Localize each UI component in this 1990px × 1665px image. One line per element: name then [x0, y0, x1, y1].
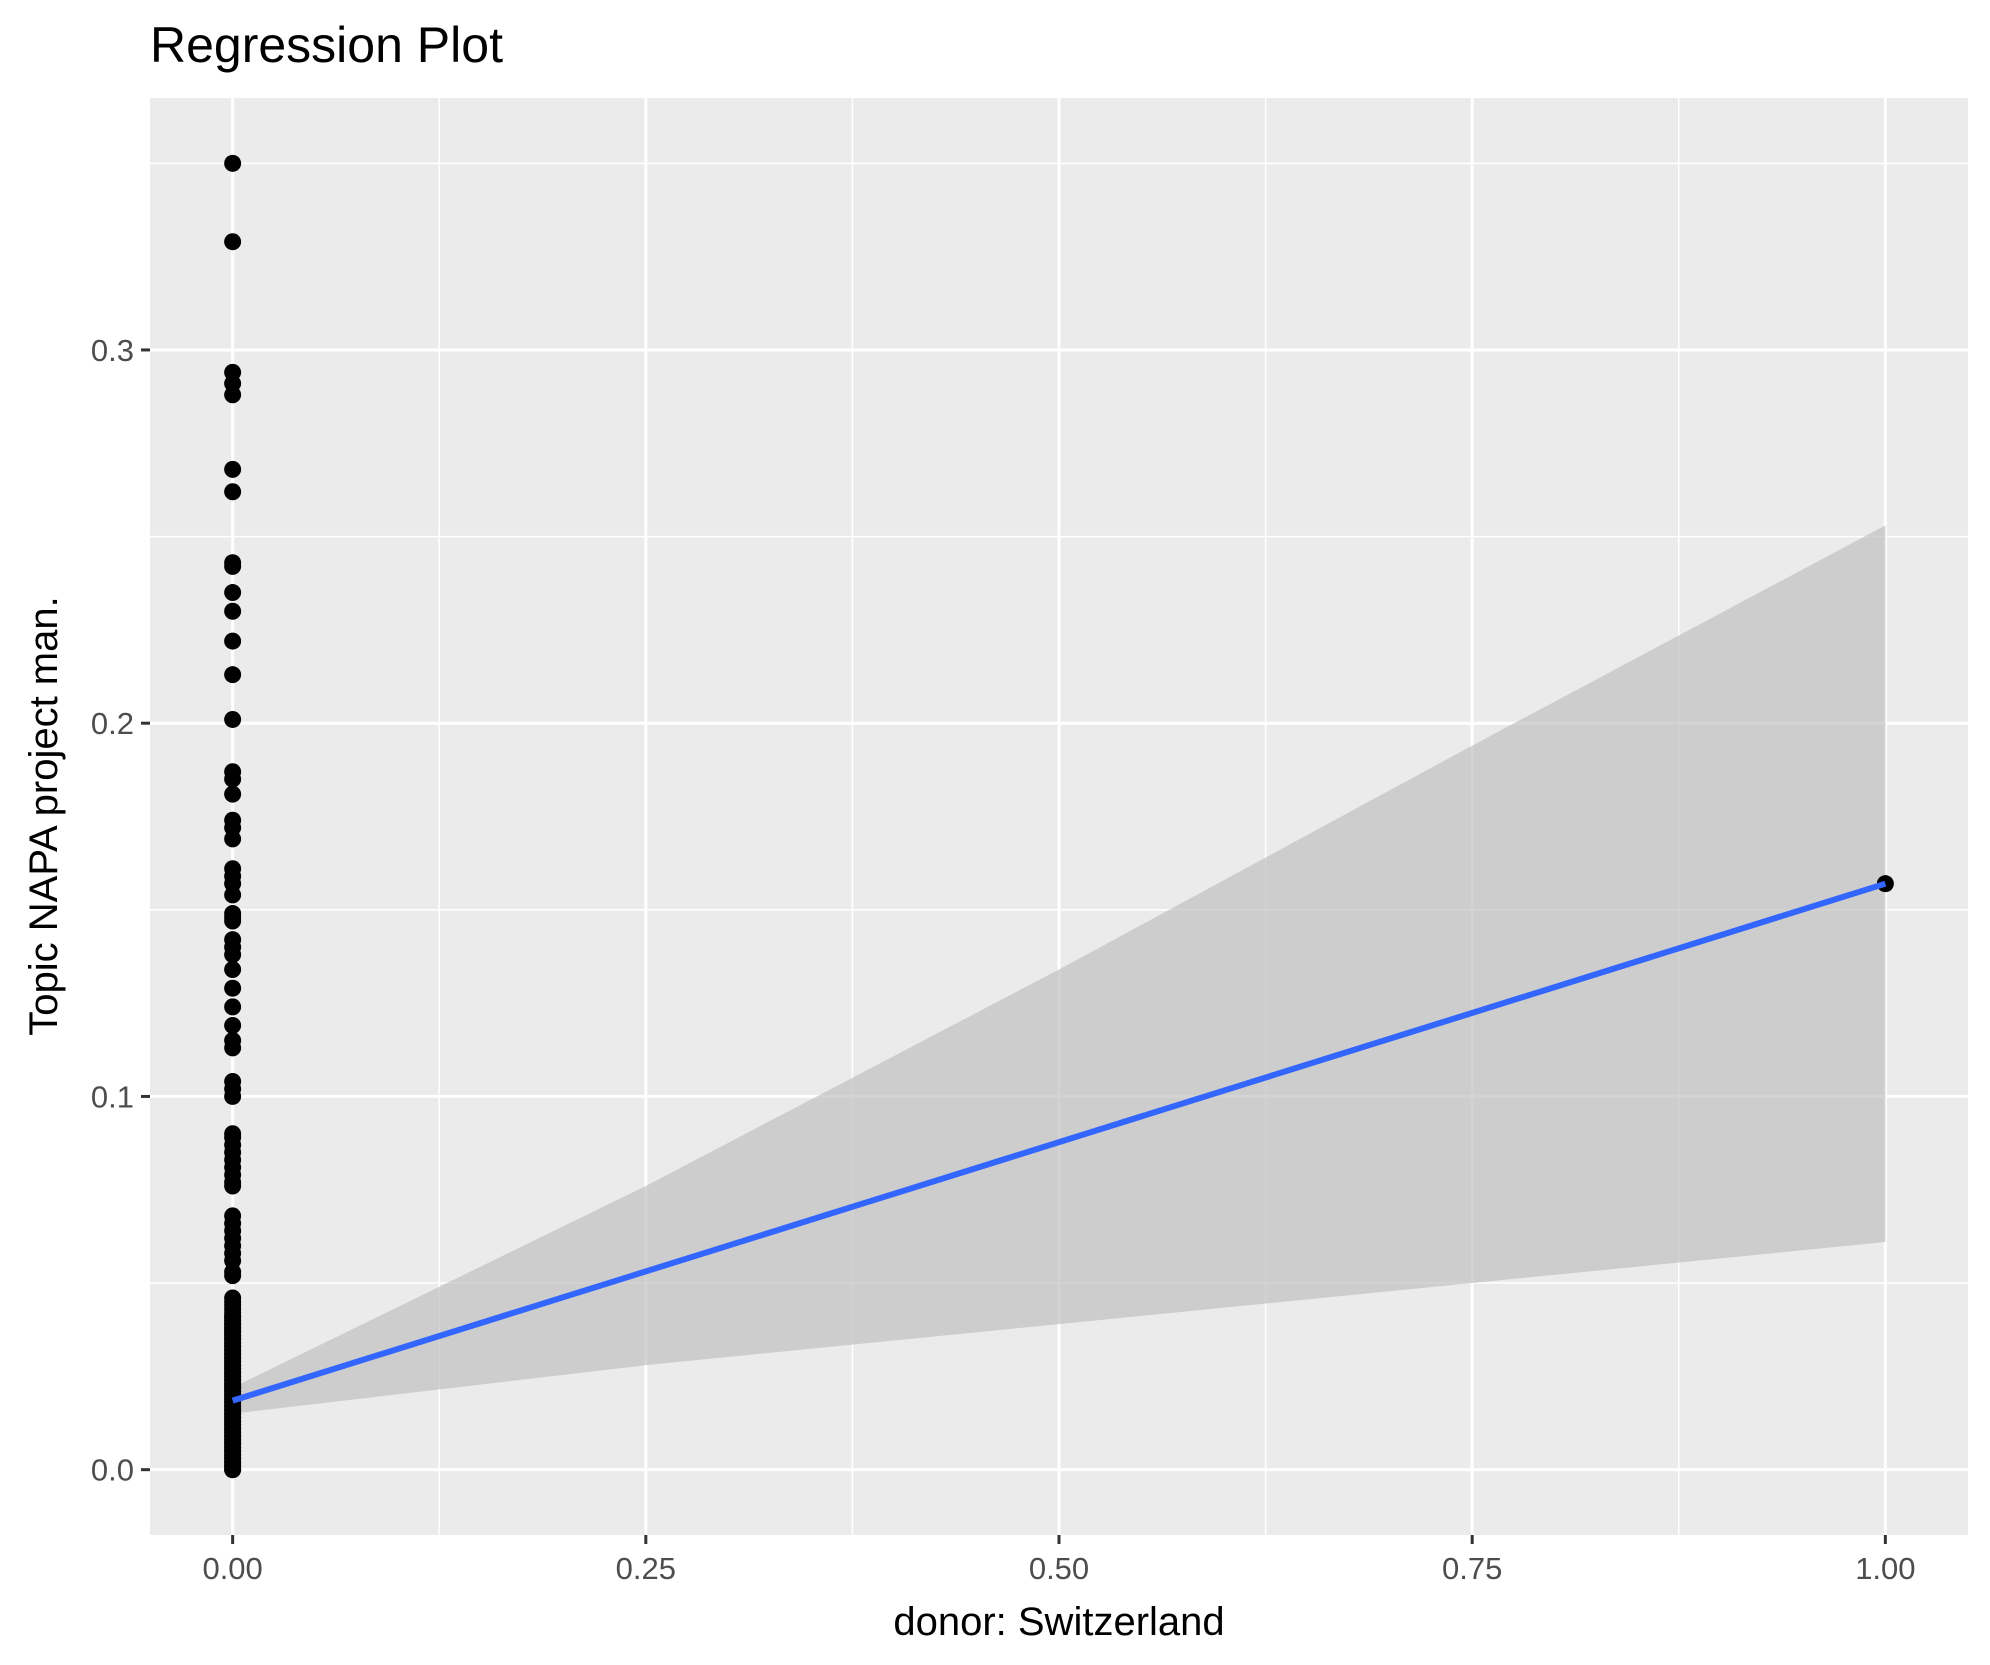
data-point — [224, 154, 242, 172]
data-point — [224, 886, 242, 904]
data-point — [224, 770, 242, 788]
data-point — [224, 1017, 242, 1035]
x-axis: 0.00 0.25 0.50 0.75 1.00 — [202, 1535, 1916, 1586]
x-tick-label: 1.00 — [1855, 1551, 1915, 1586]
x-tick-label: 0.50 — [1029, 1551, 1089, 1586]
x-tick-label: 0.00 — [202, 1551, 262, 1586]
data-point — [224, 632, 242, 650]
y-tick-label: 0.2 — [91, 706, 134, 741]
data-point — [224, 1267, 242, 1285]
data-point — [224, 912, 242, 930]
data-point — [224, 602, 242, 620]
regression-line — [231, 880, 1887, 1404]
data-point — [224, 1039, 242, 1057]
data-point — [224, 666, 242, 684]
data-point — [224, 1177, 242, 1195]
data-point — [224, 998, 242, 1016]
data-point — [224, 979, 242, 997]
data-point — [224, 1308, 242, 1326]
data-points — [224, 154, 1894, 1479]
data-point — [224, 386, 242, 404]
data-point — [224, 830, 242, 848]
data-point — [224, 557, 242, 575]
y-axis-title: Topic NAPA project man. — [22, 596, 66, 1035]
confidence-band — [232, 525, 1886, 1414]
data-point — [224, 483, 242, 501]
data-point — [224, 785, 242, 803]
x-axis-title: donor: Switzerland — [893, 1600, 1224, 1644]
data-point — [224, 233, 242, 251]
x-tick-label: 0.75 — [1442, 1551, 1502, 1586]
y-tick-label: 0.3 — [91, 333, 134, 368]
chart-title: Regression Plot — [150, 17, 503, 73]
data-point — [224, 710, 242, 728]
y-tick-label: 0.1 — [91, 1079, 134, 1114]
data-point — [224, 961, 242, 979]
y-axis: 0.0 0.1 0.2 0.3 — [91, 333, 150, 1488]
data-point — [224, 584, 242, 602]
data-point — [224, 460, 242, 478]
y-tick-label: 0.0 — [91, 1453, 134, 1488]
data-point — [224, 1087, 242, 1105]
x-tick-label: 0.25 — [616, 1551, 676, 1586]
data-point — [224, 946, 242, 964]
